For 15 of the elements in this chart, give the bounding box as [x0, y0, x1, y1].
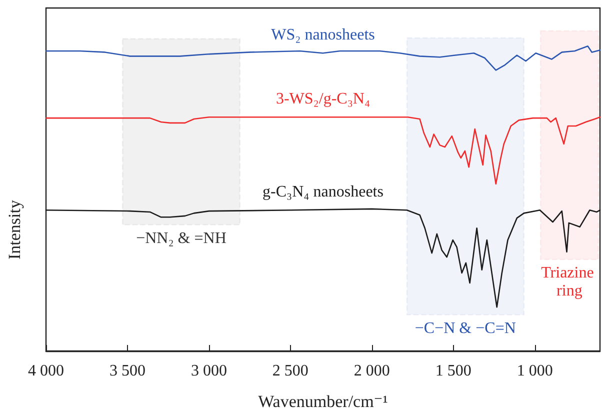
x-tick-label: 1 500 — [435, 362, 472, 380]
x-axis-title: Wavenumber/cm⁻¹ — [258, 392, 388, 411]
x-tick-label: 2 500 — [272, 362, 308, 380]
x-tick-label: 3 000 — [190, 362, 227, 380]
x-tick-label: 2 000 — [354, 362, 390, 380]
series-label: WS₂ nanosheets — [271, 26, 375, 44]
band-label: Triazine ring — [541, 264, 598, 300]
x-tick-label: 1 000 — [516, 362, 553, 380]
band-label: −C−N & −C=N — [414, 320, 516, 337]
x-tick-label: 3 500 — [109, 362, 146, 380]
band-label: −NN₂ & =NH — [136, 230, 227, 247]
y-axis-title: Intensity — [5, 200, 24, 260]
x-tick-label: 4 000 — [28, 362, 64, 380]
series-label: g-C₃N₄ nanosheets — [262, 184, 384, 201]
series-label: 3-WS₂/g-C₃N₄ — [276, 90, 370, 108]
